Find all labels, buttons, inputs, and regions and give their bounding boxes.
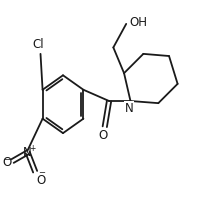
Text: +: + <box>29 144 35 153</box>
Text: Cl: Cl <box>33 38 44 51</box>
Text: N: N <box>23 146 32 159</box>
Text: O: O <box>36 174 46 187</box>
Text: O: O <box>98 129 107 142</box>
Text: O: O <box>2 156 12 169</box>
Text: N: N <box>125 102 134 115</box>
Text: −: − <box>3 155 10 164</box>
Text: −: − <box>38 168 45 177</box>
Text: OH: OH <box>129 16 147 29</box>
